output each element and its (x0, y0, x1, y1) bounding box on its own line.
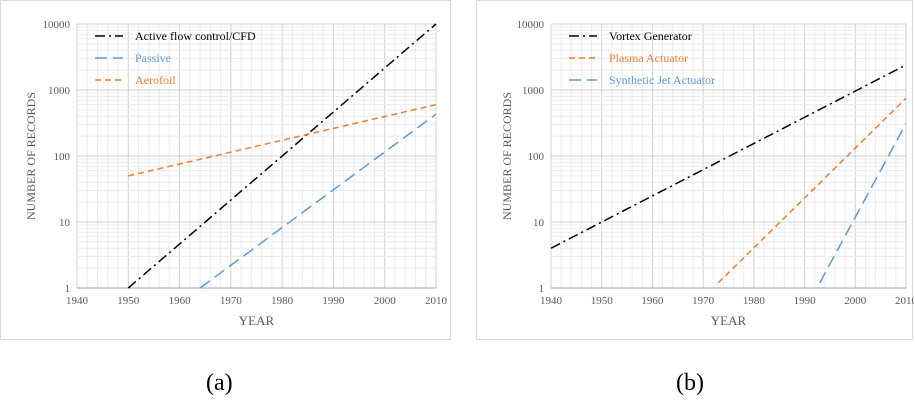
legend-label: Vortex Generator (609, 29, 692, 43)
x-tick-label: 1990 (322, 295, 345, 307)
x-tick-label: 1980 (271, 295, 294, 307)
caption-a: (a) (206, 370, 233, 396)
series-line-passive (199, 113, 437, 289)
series-line-active-flow-control-cfd (127, 23, 437, 289)
y-tick-label: 10000 (43, 19, 71, 31)
legend-label: Plasma Actuator (609, 51, 688, 65)
x-tick-label: 1960 (641, 295, 664, 307)
y-tick-label: 100 (528, 151, 545, 163)
y-axis-label: NUMBER OF RECORDS (500, 92, 514, 220)
x-tick-label: 1940 (540, 295, 563, 307)
series-line-synthetic-jet-actuator (819, 123, 907, 284)
legend-label: Active flow control/CFD (135, 29, 256, 43)
x-tick-label: 1950 (117, 295, 140, 307)
x-tick-label: 1940 (66, 295, 89, 307)
x-tick-label: 1970 (220, 295, 243, 307)
legend: Vortex Generator Plasma Actuator Synthetic… (569, 29, 715, 87)
y-tick-label: 1 (539, 283, 545, 295)
chart-panel-b: 1940 1950 1960 1970 1980 1990 2000 2010 1 10 100 10… (476, 0, 914, 340)
x-tick-label: 1970 (692, 295, 715, 307)
y-tick-label: 10000 (517, 19, 545, 31)
grid (76, 23, 437, 289)
y-tick-label: 1000 (48, 85, 71, 97)
x-tick-label: 2010 (425, 295, 448, 307)
chart-a-svg: 1940 1950 1960 1970 1980 1990 2000 2010 1 10 100 10… (24, 19, 448, 328)
chart-b-svg: 1940 1950 1960 1970 1980 1990 2000 2010 1 10 100 10… (500, 19, 914, 328)
x-tick-label: 1960 (169, 295, 192, 307)
x-tick-label: 2000 (374, 295, 397, 307)
y-tick-label: 10 (533, 217, 545, 229)
y-tick-label: 100 (54, 151, 71, 163)
x-axis-label: YEAR (239, 313, 275, 328)
y-tick-label: 10 (59, 217, 71, 229)
legend-label: Passive (135, 51, 171, 65)
caption-b: (b) (676, 370, 704, 396)
x-axis-label: YEAR (711, 313, 747, 328)
y-tick-label: 1 (65, 283, 71, 295)
x-tick-label: 1990 (794, 295, 817, 307)
legend-label: Synthetic Jet Actuator (609, 73, 715, 87)
y-tick-label: 1000 (522, 85, 545, 97)
x-tick-label: 1980 (743, 295, 766, 307)
x-tick-label: 2000 (844, 295, 867, 307)
series-line-plasma-actuator (717, 97, 907, 284)
x-tick-label: 2010 (895, 295, 914, 307)
legend: Active flow control/CFD Passive Aerofoil (95, 29, 256, 87)
legend-label: Aerofoil (135, 73, 176, 87)
x-tick-label: 1950 (591, 295, 614, 307)
series-line-aerofoil (128, 103, 437, 177)
y-axis-label: NUMBER OF RECORDS (24, 92, 38, 220)
grid (550, 23, 907, 289)
chart-panel-a: 1940 1950 1960 1970 1980 1990 2000 2010 1 10 100 10… (0, 0, 451, 340)
series-line-vortex-generator (550, 64, 907, 249)
